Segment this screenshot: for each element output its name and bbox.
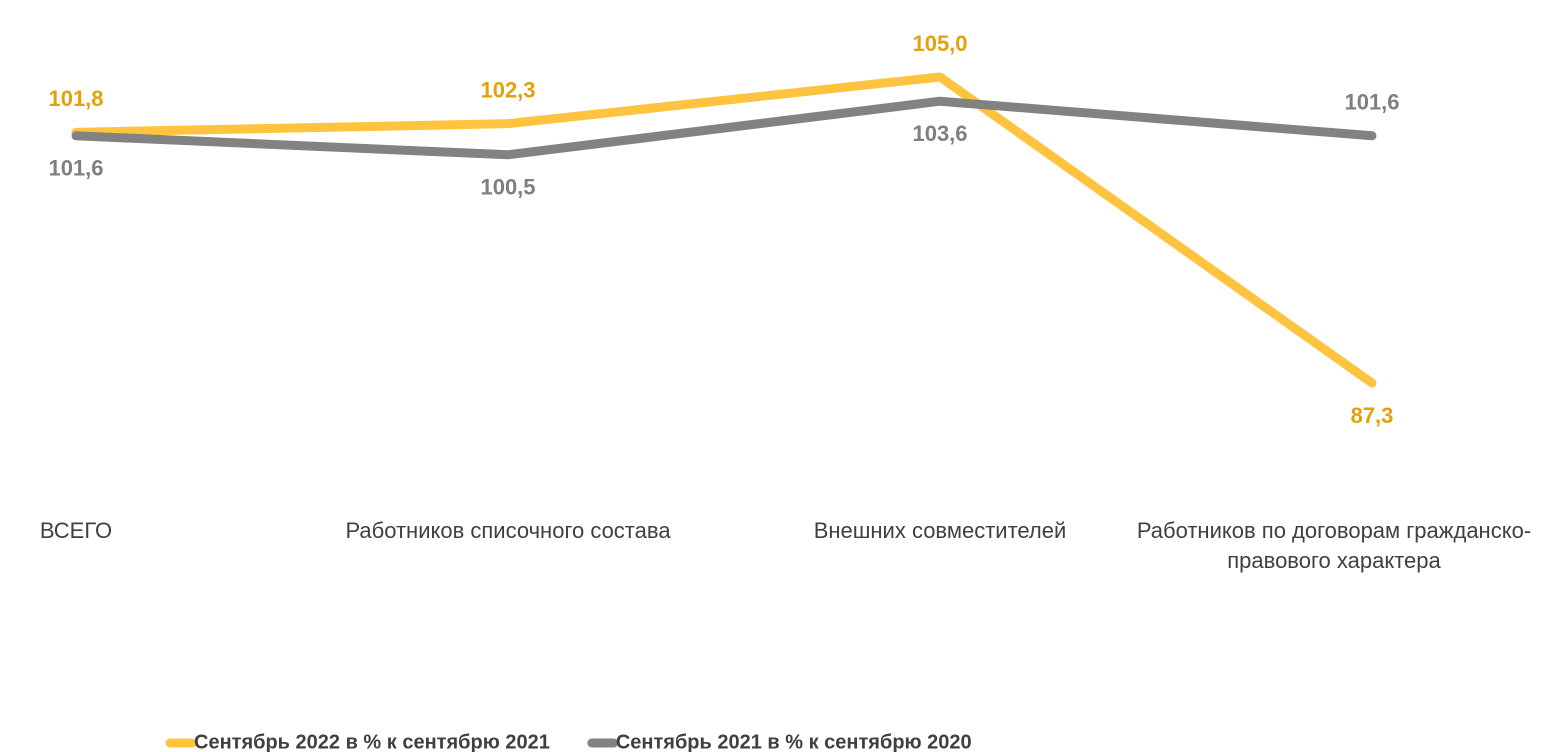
legend-label: Сентябрь 2022 в % к сентябрю 2021 bbox=[194, 731, 550, 752]
data-label: 101,8 bbox=[48, 86, 103, 111]
data-label: 102,3 bbox=[480, 77, 535, 102]
legend: Сентябрь 2022 в % к сентябрю 2021 Сентябр… bbox=[165, 731, 972, 752]
data-label: 103,6 bbox=[912, 121, 967, 146]
x-tick-label: ВСЕГО bbox=[39, 518, 113, 543]
x-tick-label: Работников списочного состава bbox=[345, 518, 671, 543]
series-line bbox=[71, 72, 1377, 388]
legend-label: Сентябрь 2021 в % к сентябрю 2020 bbox=[616, 731, 972, 752]
data-label: 101,6 bbox=[1344, 90, 1399, 115]
series-line bbox=[71, 96, 1377, 160]
data-label: 105,0 bbox=[912, 31, 967, 56]
data-label: 101,6 bbox=[48, 156, 103, 181]
data-label: 100,5 bbox=[480, 175, 535, 200]
data-label: 87,3 bbox=[1351, 403, 1394, 428]
x-tick-label: Работников по договорам гражданско-право… bbox=[1136, 518, 1532, 573]
x-tick-label: Внешних совместителей bbox=[813, 518, 1067, 543]
